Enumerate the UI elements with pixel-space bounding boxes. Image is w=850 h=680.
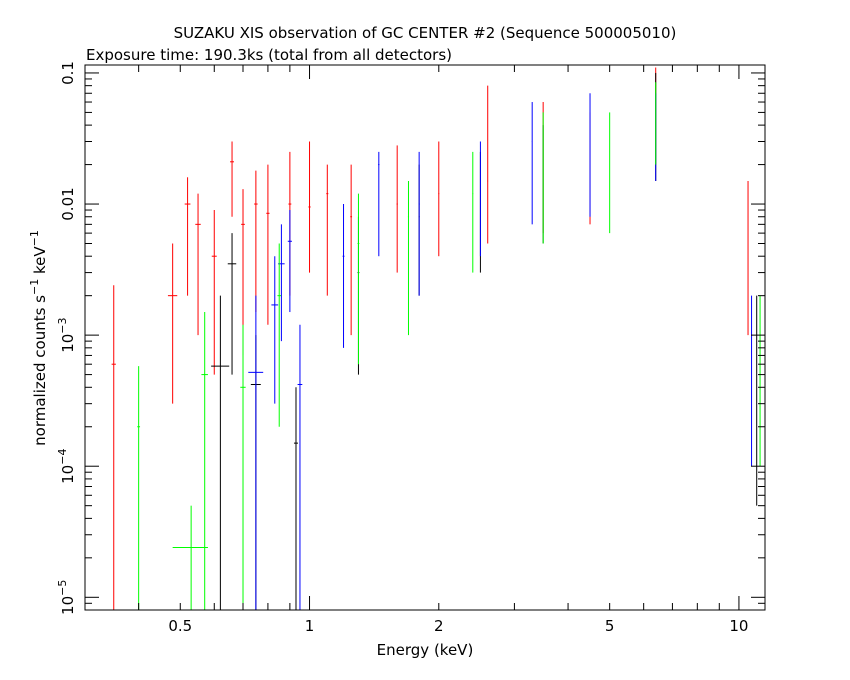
data-point-s0-p8 bbox=[266, 164, 270, 325]
data-point-s0-p15 bbox=[487, 85, 489, 244]
y-tick-label: 0.01 bbox=[59, 187, 77, 220]
y-tick-exponent: −4 bbox=[56, 449, 69, 465]
data-point-s0-p4 bbox=[211, 210, 217, 375]
data-point-s3-p1 bbox=[172, 505, 208, 610]
chart-title: SUZAKU XIS observation of GC CENTER #2 (… bbox=[174, 24, 677, 42]
chart-subtitle: Exposure time: 190.3ks (total from all d… bbox=[86, 46, 452, 64]
data-point-s3-p4 bbox=[277, 243, 281, 427]
x-axis-label: Energy (keV) bbox=[377, 641, 474, 659]
y-tick-label: 10−4 bbox=[56, 449, 77, 484]
x-tick-label: 5 bbox=[605, 617, 615, 635]
data-point-s0-p14 bbox=[438, 141, 440, 257]
y-axis-label-mid: keV bbox=[31, 246, 49, 279]
y-tick-label: 10−3 bbox=[56, 317, 77, 352]
data-point-s1-p0 bbox=[211, 295, 230, 610]
x-tick-label: 2 bbox=[434, 617, 444, 635]
data-point-s0-p2 bbox=[184, 177, 191, 296]
data-point-s3-p2 bbox=[201, 312, 208, 610]
x-tick-label: 1 bbox=[305, 617, 315, 635]
data-layer bbox=[111, 67, 761, 610]
y-tick-base: 10 bbox=[59, 334, 77, 353]
data-point-s2-p5 bbox=[342, 204, 345, 348]
data-point-s3-p7 bbox=[472, 151, 474, 273]
data-point-s3-p0 bbox=[137, 366, 141, 610]
data-point-s0-p0 bbox=[111, 285, 116, 610]
data-point-s0-p3 bbox=[195, 193, 201, 336]
data-point-s3-p8 bbox=[542, 112, 544, 244]
data-point-s2-p7 bbox=[418, 151, 420, 296]
x-tick-label: 0.5 bbox=[168, 617, 192, 635]
data-point-s2-p1 bbox=[271, 256, 279, 404]
y-axis-label-main: normalized counts s bbox=[31, 295, 49, 446]
y-axis-label-exp1: −1 bbox=[28, 279, 41, 295]
plot-frame bbox=[84, 64, 766, 611]
y-axis-label-exp2: −1 bbox=[28, 230, 41, 246]
data-point-s2-p9 bbox=[531, 102, 533, 225]
data-point-s0-p7 bbox=[254, 170, 258, 313]
y-axis-label: normalized counts s−1 keV−1 bbox=[28, 230, 49, 446]
data-point-s1-p3 bbox=[293, 387, 298, 610]
data-point-s2-p6 bbox=[378, 151, 380, 257]
y-tick-label: 0.1 bbox=[59, 61, 77, 85]
data-point-s3-p3 bbox=[240, 324, 246, 610]
data-point-s1-p1 bbox=[227, 233, 237, 375]
data-point-s0-p13 bbox=[396, 145, 398, 273]
data-point-s0-p11 bbox=[326, 164, 329, 296]
data-point-s2-p0 bbox=[248, 295, 264, 610]
y-tick-exponent: −5 bbox=[56, 580, 69, 596]
x-tick-label: 10 bbox=[729, 617, 748, 635]
data-point-s3-p5 bbox=[357, 193, 360, 365]
data-point-s3-p6 bbox=[407, 180, 410, 336]
data-point-s0-p12 bbox=[350, 164, 353, 336]
data-point-s2-p3 bbox=[287, 210, 292, 313]
y-tick-exponent: −3 bbox=[56, 317, 69, 333]
y-tick-base: 10 bbox=[59, 596, 77, 615]
y-tick-base: 10 bbox=[59, 465, 77, 484]
data-point-s0-p5 bbox=[230, 141, 235, 217]
y-tick-label: 10−5 bbox=[56, 580, 77, 615]
data-point-s0-p10 bbox=[308, 141, 311, 273]
data-point-s0-p1 bbox=[167, 243, 178, 404]
data-point-s2-p8 bbox=[479, 141, 481, 257]
data-point-s2-p4 bbox=[297, 324, 303, 610]
